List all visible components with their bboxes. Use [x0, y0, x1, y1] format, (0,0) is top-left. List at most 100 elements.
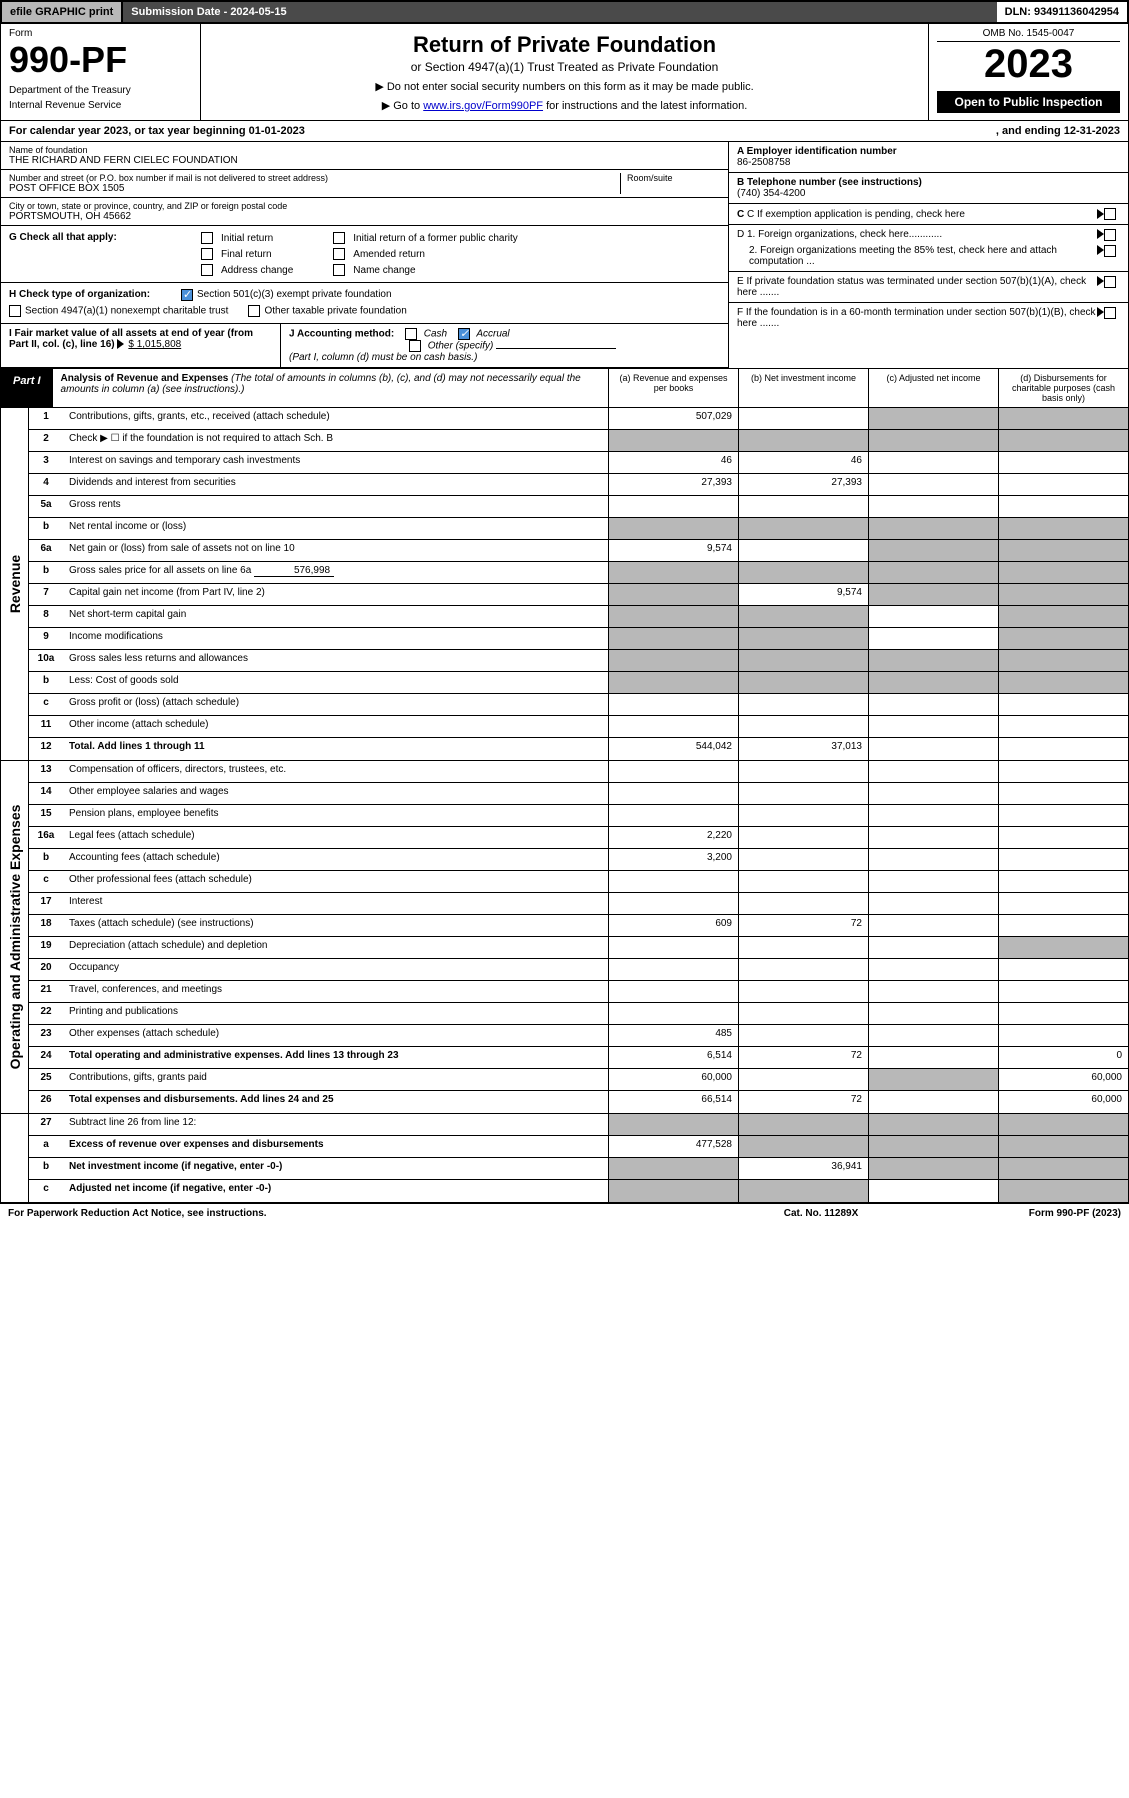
foundation-name-row: Name of foundation THE RICHARD AND FERN …	[1, 142, 728, 170]
arrow-icon	[117, 339, 124, 349]
final-return-checkbox[interactable]	[201, 248, 213, 260]
revenue-table: Revenue 1 Contributions, gifts, grants, …	[0, 408, 1129, 761]
header-left: Form 990-PF Department of the Treasury I…	[1, 24, 201, 120]
501c3-checkbox[interactable]	[181, 289, 193, 301]
address-row: Number and street (or P.O. box number if…	[1, 170, 728, 198]
row-15: 15 Pension plans, employee benefits	[29, 805, 1128, 827]
part-desc: Analysis of Revenue and Expenses (The to…	[53, 369, 608, 407]
col-c-header: (c) Adjusted net income	[868, 369, 998, 407]
row-b: b Gross sales price for all assets on li…	[29, 562, 1128, 584]
row-27: 27 Subtract line 26 from line 12:	[29, 1114, 1128, 1136]
4947-checkbox[interactable]	[9, 305, 21, 317]
city: PORTSMOUTH, OH 45662	[9, 211, 720, 222]
row-9: 9 Income modifications	[29, 628, 1128, 650]
row-1: 1 Contributions, gifts, grants, etc., re…	[29, 408, 1128, 430]
form-link[interactable]: www.irs.gov/Form990PF	[423, 100, 543, 112]
row-b: b Accounting fees (attach schedule) 3,20…	[29, 849, 1128, 871]
col-d-header: (d) Disbursements for charitable purpose…	[998, 369, 1128, 407]
address-change-checkbox[interactable]	[201, 264, 213, 276]
row-4: 4 Dividends and interest from securities…	[29, 474, 1128, 496]
row-c: c Other professional fees (attach schedu…	[29, 871, 1128, 893]
expense-table: Operating and Administrative Expenses 13…	[0, 761, 1129, 1114]
h-row: H Check type of organization: Section 50…	[1, 283, 728, 324]
row-16a: 16a Legal fees (attach schedule) 2,220	[29, 827, 1128, 849]
row-b: b Net rental income or (loss)	[29, 518, 1128, 540]
initial-return-checkbox[interactable]	[201, 232, 213, 244]
c-checkbox[interactable]	[1104, 208, 1116, 220]
other-taxable-checkbox[interactable]	[248, 305, 260, 317]
row-12: 12 Total. Add lines 1 through 11 544,042…	[29, 738, 1128, 760]
col-b-header: (b) Net investment income	[738, 369, 868, 407]
j-section: J Accounting method: Cash Accrual Other …	[281, 324, 728, 367]
foundation-name: THE RICHARD AND FERN CIELEC FOUNDATION	[9, 155, 720, 166]
row-13: 13 Compensation of officers, directors, …	[29, 761, 1128, 783]
d2-checkbox[interactable]	[1104, 245, 1116, 257]
page-footer: For Paperwork Reduction Act Notice, see …	[0, 1203, 1129, 1223]
row-5a: 5a Gross rents	[29, 496, 1128, 518]
arrow-icon	[1097, 276, 1104, 286]
d-row: D 1. Foreign organizations, check here..…	[729, 225, 1128, 272]
row-22: 22 Printing and publications	[29, 1003, 1128, 1025]
f-checkbox[interactable]	[1104, 307, 1116, 319]
calendar-year-row: For calendar year 2023, or tax year begi…	[0, 121, 1129, 142]
f-row: F If the foundation is in a 60-month ter…	[729, 303, 1128, 333]
dept: Department of the Treasury	[9, 85, 192, 96]
row-b: b Less: Cost of goods sold	[29, 672, 1128, 694]
col-headers: (a) Revenue and expenses per books (b) N…	[608, 369, 1128, 407]
top-bar: efile GRAPHIC print Submission Date - 20…	[0, 0, 1129, 24]
row-6a: 6a Net gain or (loss) from sale of asset…	[29, 540, 1128, 562]
row-3: 3 Interest on savings and temporary cash…	[29, 452, 1128, 474]
city-row: City or town, state or province, country…	[1, 198, 728, 226]
name-change-checkbox[interactable]	[333, 264, 345, 276]
amended-return-checkbox[interactable]	[333, 248, 345, 260]
form-header: Form 990-PF Department of the Treasury I…	[0, 24, 1129, 121]
row-20: 20 Occupancy	[29, 959, 1128, 981]
row-23: 23 Other expenses (attach schedule) 485	[29, 1025, 1128, 1047]
note1: ▶ Do not enter social security numbers o…	[209, 80, 920, 93]
fmv-value: $ 1,015,808	[128, 339, 181, 350]
accrual-checkbox[interactable]	[458, 328, 470, 340]
d1-checkbox[interactable]	[1104, 229, 1116, 241]
cal-end: , and ending 12-31-2023	[996, 125, 1120, 137]
arrow-icon	[1097, 307, 1104, 317]
row-c: c Gross profit or (loss) (attach schedul…	[29, 694, 1128, 716]
dln: DLN: 93491136042954	[997, 2, 1127, 22]
footer-right: Form 990-PF (2023)	[921, 1208, 1121, 1219]
row-c: c Adjusted net income (if negative, ente…	[29, 1180, 1128, 1202]
row-10a: 10a Gross sales less returns and allowan…	[29, 650, 1128, 672]
ein-value: 86-2508758	[737, 157, 790, 168]
omb: OMB No. 1545-0047	[937, 28, 1120, 42]
part-label: Part I	[1, 369, 53, 407]
row-24: 24 Total operating and administrative ex…	[29, 1047, 1128, 1069]
row-a: a Excess of revenue over expenses and di…	[29, 1136, 1128, 1158]
row-19: 19 Depreciation (attach schedule) and de…	[29, 937, 1128, 959]
header-right: OMB No. 1545-0047 2023 Open to Public In…	[928, 24, 1128, 120]
phone-value: (740) 354-4200	[737, 188, 805, 199]
row-b: b Net investment income (if negative, en…	[29, 1158, 1128, 1180]
irs: Internal Revenue Service	[9, 100, 192, 111]
part1-header: Part I Analysis of Revenue and Expenses …	[0, 369, 1129, 408]
header-center: Return of Private Foundation or Section …	[201, 24, 928, 120]
efile-label[interactable]: efile GRAPHIC print	[2, 2, 123, 22]
arrow-icon	[1097, 229, 1104, 239]
row-17: 17 Interest	[29, 893, 1128, 915]
row-7: 7 Capital gain net income (from Part IV,…	[29, 584, 1128, 606]
row-21: 21 Travel, conferences, and meetings	[29, 981, 1128, 1003]
info-right: A Employer identification number 86-2508…	[728, 142, 1128, 368]
phone-row: B Telephone number (see instructions) (7…	[729, 173, 1128, 204]
info-left: Name of foundation THE RICHARD AND FERN …	[1, 142, 728, 368]
form-subtitle: or Section 4947(a)(1) Trust Treated as P…	[209, 60, 920, 74]
row-2: 2 Check ▶ ☐ if the foundation is not req…	[29, 430, 1128, 452]
open-public: Open to Public Inspection	[937, 91, 1120, 113]
summary-table: 27 Subtract line 26 from line 12: a Exce…	[0, 1114, 1129, 1203]
c-row: C C If exemption application is pending,…	[729, 204, 1128, 225]
col-a-header: (a) Revenue and expenses per books	[608, 369, 738, 407]
other-method-checkbox[interactable]	[409, 340, 421, 352]
initial-former-checkbox[interactable]	[333, 232, 345, 244]
tax-year: 2023	[937, 42, 1120, 87]
g-row: G Check all that apply: Initial return F…	[1, 226, 728, 283]
e-checkbox[interactable]	[1104, 276, 1116, 288]
row-8: 8 Net short-term capital gain	[29, 606, 1128, 628]
row-11: 11 Other income (attach schedule)	[29, 716, 1128, 738]
cash-checkbox[interactable]	[405, 328, 417, 340]
